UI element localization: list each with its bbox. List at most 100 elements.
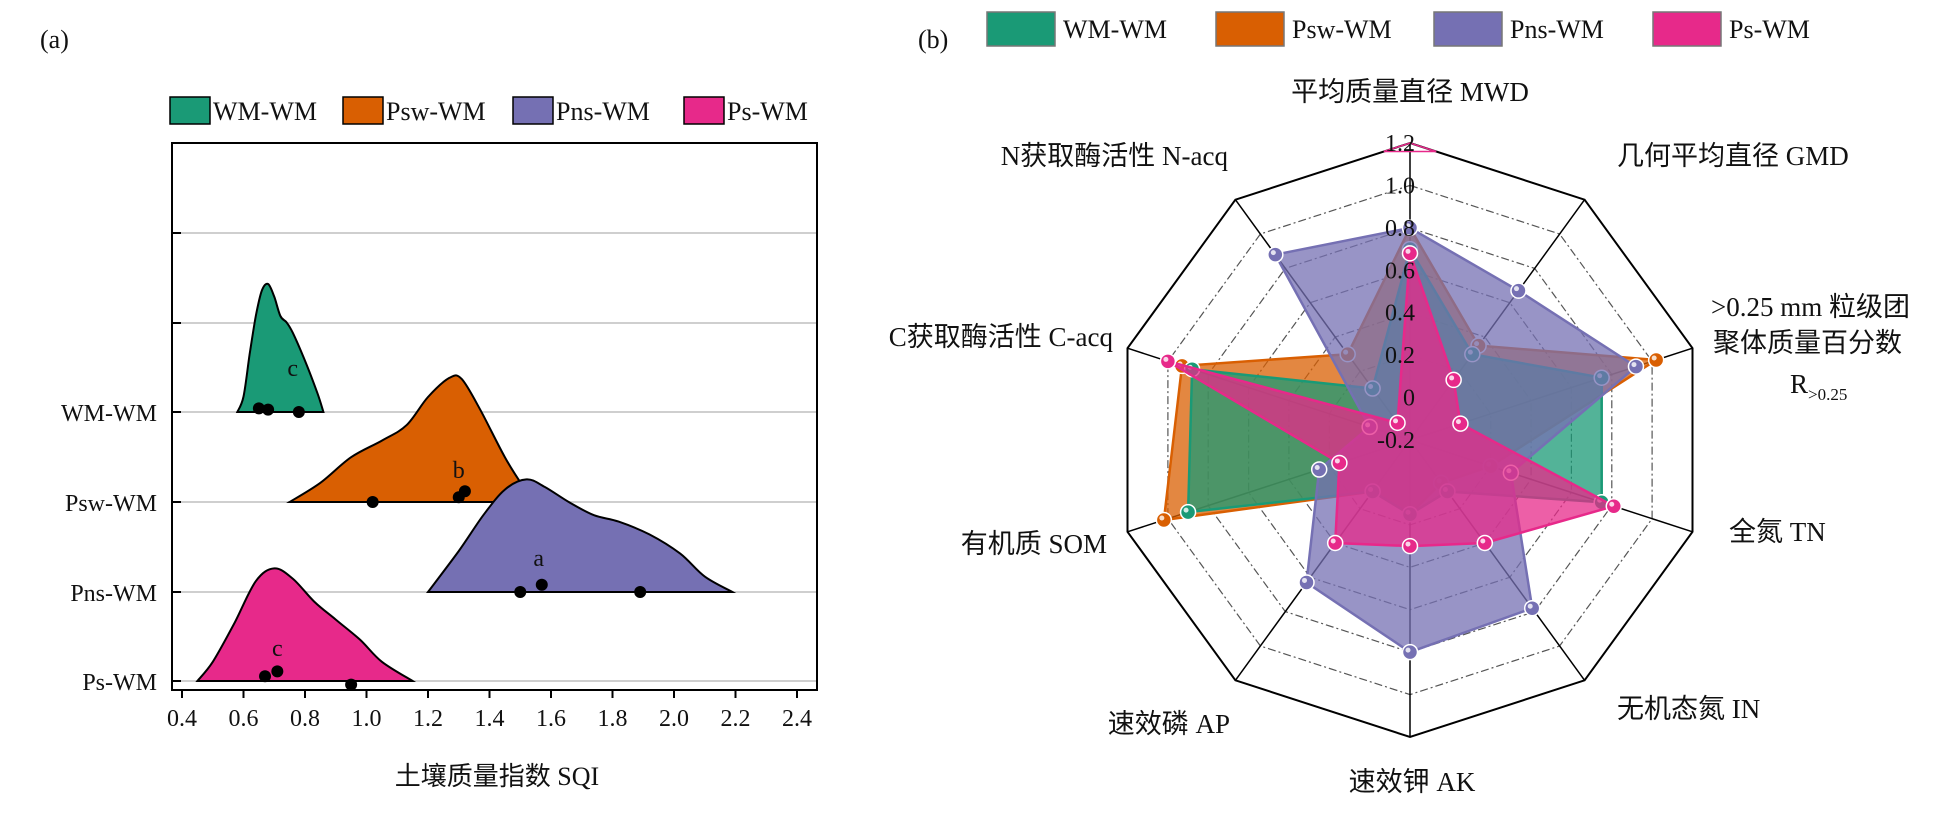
legend-item-pns-wm: Pns-WM — [512, 96, 650, 126]
radar-point-ps-wm — [1401, 537, 1419, 555]
significance-letter-pns-wm: a — [533, 546, 544, 572]
legend-label-wm-wm: WM-WM — [1063, 15, 1167, 44]
legend-swatch-wm-wm — [986, 11, 1056, 47]
radar-axis-label-text: 几何平均直径 GMD — [1617, 141, 1849, 171]
data-point-pns-wm — [634, 586, 647, 598]
radar-axis-label-7: 速效磷 AP — [1108, 709, 1230, 739]
radar-grid-ring — [1207, 227, 1613, 653]
legend-label-wm-wm: WM-WM — [213, 97, 317, 126]
ridge-pns-wm: a — [425, 478, 737, 598]
ridge-wm-wm: c — [235, 282, 325, 418]
radar-point-highlight — [1449, 375, 1455, 381]
legend-label-ps-wm: Ps-WM — [1729, 15, 1810, 44]
y-tick-label-ps-wm: Ps-WM — [82, 670, 157, 696]
data-point-psw-wm — [366, 496, 379, 508]
radar-axis-label-line: >0.25 mm 粒级团 — [1711, 292, 1910, 322]
radar-axis-label-8: 有机质 SOM — [961, 529, 1107, 559]
y-tick-label-wm-wm: WM-WM — [61, 401, 157, 427]
radar-point-psw-wm — [1155, 511, 1173, 529]
radar-point-highlight — [1651, 355, 1657, 361]
data-point-wm-wm — [252, 402, 265, 415]
x-tick-label: 0.4 — [167, 706, 197, 732]
radar-axis-label-text: 速效磷 AP — [1108, 709, 1230, 739]
radar-point-wm-wm — [1179, 503, 1197, 521]
legend-item-psw-wm: Psw-WM — [1215, 11, 1392, 47]
radial-tick-label: -0.2 — [1377, 428, 1415, 454]
data-point-pns-wm — [535, 578, 548, 591]
radar-axis-label-2: 几何平均直径 GMD — [1617, 141, 1849, 171]
radar-point-highlight — [1393, 418, 1399, 424]
legend-item-pns-wm: Pns-WM — [1433, 11, 1604, 47]
data-point-wm-wm — [262, 403, 275, 416]
x-tick-label: 1.2 — [413, 706, 443, 732]
radar-point-highlight — [1527, 603, 1533, 609]
panel-a-frame — [171, 142, 818, 691]
radar-point-ps-wm — [1159, 353, 1177, 370]
radar-axis-label-9: C获取酶活性 C-acq — [889, 322, 1114, 352]
x-tick-label: 2.2 — [721, 706, 751, 732]
radar-axis-label-5: 无机态氮 IN — [1617, 694, 1760, 724]
radar-max-outline — [1383, 142, 1437, 153]
panel-a-x-axis: 0.4 0.6 0.8 1.0 1.2 1.4 1.6 1.8 2.0 2.2 2.4 — [167, 690, 812, 732]
radar-axis-label-symbol: R>0.25 — [1790, 369, 1847, 404]
density-area-wm-wm — [235, 282, 325, 413]
radial-tick-label: 1.0 — [1385, 173, 1415, 199]
radar-axis-label-text: 全氮 TN — [1729, 517, 1826, 547]
radar-point-pns-wm — [1523, 599, 1541, 617]
density-area-ps-wm — [195, 567, 417, 682]
radar-point-highlight — [1334, 458, 1340, 464]
radial-tick-label: 0.8 — [1385, 216, 1415, 242]
radar-chart: -0.2 0 0.2 0.4 0.6 0.8 1.0 1.2 平均质量直径 MWD 几何平均直径 … — [889, 77, 1910, 797]
radar-axis-label-line: 聚体质量百分数 — [1713, 328, 1902, 358]
radar-axis-label-text: C获取酶活性 C-acq — [889, 322, 1114, 352]
radar-axis-label-4: 全氮 TN — [1729, 517, 1826, 547]
panel-b: (b) WM-WM Psw-WM Pns-WM Ps-WM -0.2 0 0.2 0.4 0.… — [889, 11, 1910, 797]
panel-a-ridges: c b a c — [195, 282, 737, 691]
radar-point-highlight — [1314, 465, 1320, 471]
legend-swatch-ps-wm — [683, 96, 725, 125]
radar-axis-label-text: 速效钾 AK — [1349, 767, 1476, 797]
y-tick-label-psw-wm: Psw-WM — [65, 491, 157, 517]
ridge-ps-wm: c — [195, 567, 417, 691]
radar-axis-label-text: N获取酶活性 N-acq — [1001, 141, 1229, 171]
radar-axis-label-text: 有机质 SOM — [961, 529, 1107, 559]
density-area-pns-wm — [425, 478, 737, 593]
radar-point-highlight — [1455, 419, 1461, 425]
radar-point-highlight — [1163, 356, 1169, 362]
radar-point-highlight — [1183, 507, 1189, 513]
data-point-wm-wm — [292, 406, 305, 418]
legend-label-pns-wm: Pns-WM — [1510, 15, 1604, 44]
legend-label-psw-wm: Psw-WM — [1292, 15, 1392, 44]
radar-point-pns-wm — [1627, 358, 1645, 375]
radar-point-psw-wm — [1647, 351, 1665, 369]
radar-point-highlight — [1405, 647, 1411, 653]
panel-b-label: (b) — [918, 25, 948, 54]
radial-tick-label: 0.2 — [1385, 343, 1415, 369]
radial-tick-label: 1.2 — [1385, 131, 1415, 157]
radar-point-pns-wm — [1298, 574, 1315, 591]
significance-letter-psw-wm: b — [453, 458, 465, 484]
radar-point-pns-wm — [1267, 246, 1284, 263]
radar-point-highlight — [1302, 577, 1308, 583]
legend-item-psw-wm: Psw-WM — [342, 96, 486, 126]
panel-a: (a) WM-WM Psw-WM Pns-WM Ps-WM c b a c WM-WM Psw… — [40, 25, 818, 791]
radar-point-ps-wm — [1605, 497, 1623, 515]
radar-point-ps-wm — [1476, 534, 1494, 552]
y-tick-label-pns-wm: Pns-WM — [70, 581, 157, 607]
data-point-psw-wm — [458, 485, 471, 498]
radar-axis-label-1: 平均质量直径 MWD — [1291, 77, 1529, 107]
x-tick-label: 2.4 — [782, 706, 812, 732]
radar-axis-label-10: N获取酶活性 N-acq — [1001, 141, 1229, 171]
panel-a-y-axis: WM-WM Psw-WM Pns-WM Ps-WM — [61, 232, 181, 696]
radar-axis-label-text: 无机态氮 IN — [1617, 694, 1760, 724]
data-point-pns-wm — [514, 586, 527, 598]
legend-item-wm-wm: WM-WM — [986, 11, 1167, 47]
x-tick-label: 0.8 — [290, 706, 320, 732]
x-tick-label: 1.6 — [536, 706, 566, 732]
radial-tick-label: 0.4 — [1385, 301, 1415, 327]
panel-a-x-axis-title: 土壤质量指数 SQI — [395, 762, 599, 791]
radar-point-pns-wm — [1510, 282, 1527, 299]
legend-item-ps-wm: Ps-WM — [1652, 11, 1810, 47]
data-point-ps-wm — [345, 678, 358, 691]
